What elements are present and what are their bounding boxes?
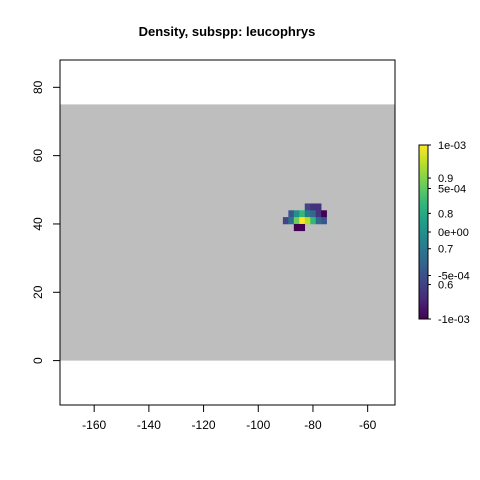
heatmap-cell — [304, 210, 311, 218]
y-tick-label: 40 — [31, 217, 45, 231]
heatmap-cell — [315, 210, 322, 218]
heatmap-cell — [299, 223, 306, 232]
heatmap-cell — [282, 217, 289, 225]
colorbar-legend: 1e-03 5e-04 0e+00 -5e-04 -1e-03 0.9 0.8 0.7 0.6 — [418, 140, 470, 326]
y-tick-label: 80 — [31, 80, 45, 94]
heatmap-cell — [293, 223, 300, 232]
heatmap-cell — [310, 210, 316, 218]
colorbar-label: 0.6 — [438, 280, 453, 292]
heatmap-cell — [299, 217, 306, 225]
heatmap-cell — [310, 217, 316, 225]
heatmap-cell — [293, 210, 300, 218]
colorbar-label: -1e-03 — [438, 314, 470, 326]
heatmap-cell — [321, 217, 327, 225]
heatmap-cell — [304, 203, 311, 211]
heatmap-cell — [288, 217, 295, 225]
colorbar-label: 0e+00 — [438, 227, 469, 239]
y-tick-label: 60 — [31, 149, 45, 163]
heatmap-cell — [304, 217, 311, 225]
x-tick-label: -160 — [82, 418, 106, 432]
heatmap-cell — [315, 217, 322, 225]
y-tick-label: 0 — [31, 357, 45, 364]
chart-title: Density, subspp: leucophrys — [139, 24, 316, 39]
colorbar-label: 5e-04 — [438, 184, 466, 196]
colorbar-label: 0.9 — [438, 173, 453, 185]
heatmap-cell — [310, 203, 316, 211]
plot-area — [59, 59, 396, 406]
colorbar-label: -5e-04 — [438, 271, 470, 283]
x-tick-label: -120 — [192, 418, 216, 432]
x-tick-label: -60 — [359, 418, 377, 432]
colorbar-label: 0.8 — [438, 208, 453, 220]
x-axis: -160 -140 -120 -100 -80 -60 — [82, 404, 377, 432]
heatmap-cell — [321, 210, 327, 218]
x-tick-label: -80 — [304, 418, 322, 432]
heatmap-cell — [299, 210, 306, 218]
heatmap-cell — [315, 203, 322, 211]
heatmap-cell — [288, 210, 295, 218]
colorbar-gradient — [418, 144, 429, 320]
y-axis: 0 20 40 60 80 — [31, 80, 61, 364]
background-region — [60, 104, 395, 361]
colorbar-label: 1e-03 — [438, 140, 466, 152]
x-tick-label: -100 — [246, 418, 270, 432]
heatmap-cell — [293, 217, 300, 225]
colorbar-label: 0.7 — [438, 244, 453, 256]
y-tick-label: 20 — [31, 285, 45, 299]
x-tick-label: -140 — [137, 418, 161, 432]
